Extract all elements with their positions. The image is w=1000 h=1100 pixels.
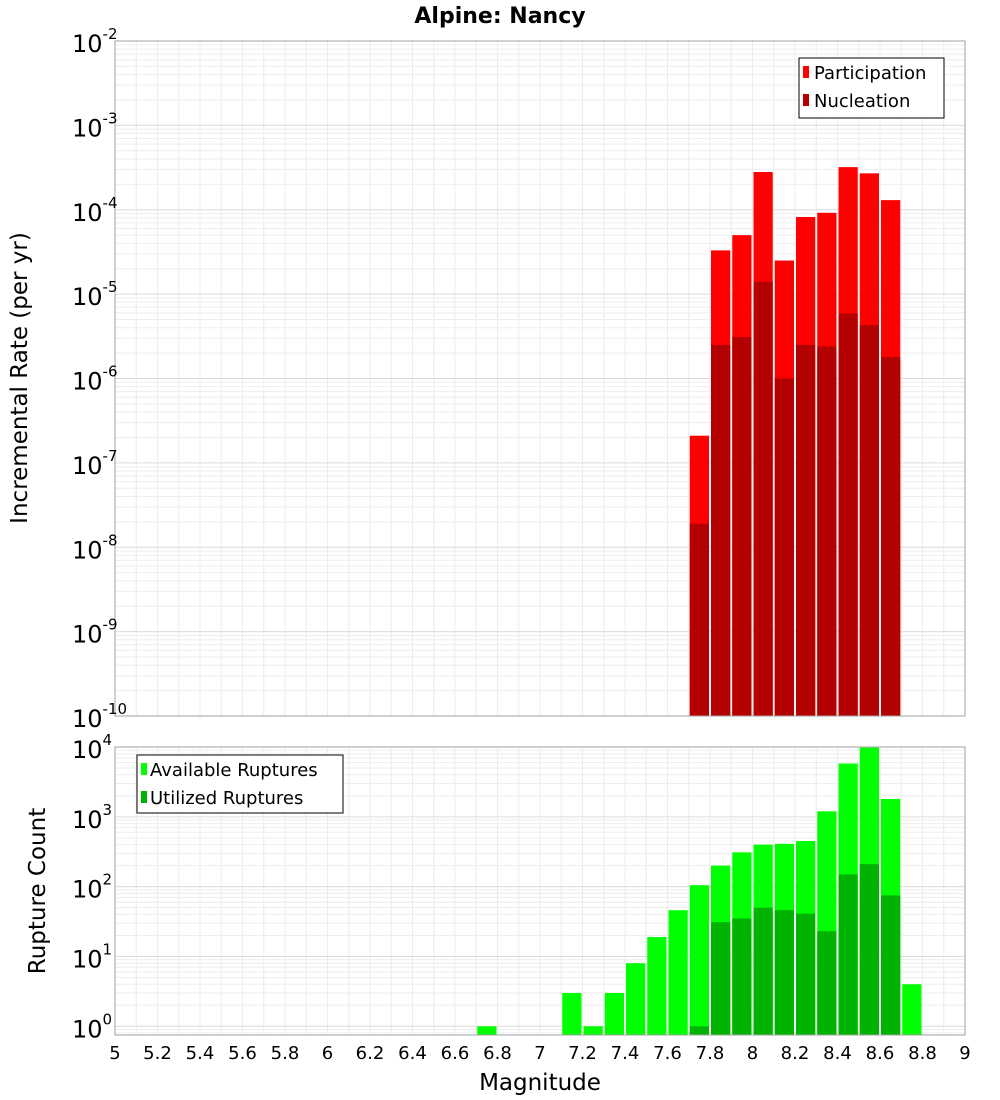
bar-nucleation xyxy=(817,346,837,716)
x-tick-label: 8.6 xyxy=(866,1043,895,1064)
x-tick-label: 5.6 xyxy=(228,1043,257,1064)
y-tick-label: 10-2 xyxy=(72,25,118,58)
bar-available-ruptures xyxy=(604,992,624,1035)
y-tick-label: 10-8 xyxy=(72,531,118,564)
y-tick-label: 10-4 xyxy=(72,194,118,227)
x-tick-label: 6.2 xyxy=(356,1043,385,1064)
top-plot-grid xyxy=(114,41,966,717)
top-legend: Participation Nucleation xyxy=(798,57,945,119)
legend-swatch-participation xyxy=(803,66,809,78)
bar-utilized-ruptures xyxy=(796,913,816,1035)
bar-utilized-ruptures xyxy=(689,1026,709,1035)
top-y-axis-ticks: 10-2 10-3 10-4 10-5 10-6 10-7 10-8 10-9 10-10 xyxy=(72,25,127,733)
bottom-plot-bars xyxy=(477,747,922,1035)
y-tick-label: 10-6 xyxy=(72,363,118,396)
x-tick-label: 5.4 xyxy=(186,1043,215,1064)
x-tick-label: 6.8 xyxy=(483,1043,512,1064)
top-plot-frame xyxy=(114,40,966,717)
bar-nucleation xyxy=(753,281,773,716)
bar-utilized-ruptures xyxy=(753,907,773,1035)
x-tick-label: 6.4 xyxy=(398,1043,427,1064)
x-tick-label: 5.2 xyxy=(143,1043,172,1064)
y-tick-label: 100 xyxy=(72,1010,112,1043)
bar-utilized-ruptures xyxy=(774,910,794,1035)
bar-nucleation xyxy=(711,344,731,716)
x-tick-label: 5.8 xyxy=(271,1043,300,1064)
bottom-legend: Available Ruptures Utilized Ruptures xyxy=(136,754,344,814)
bar-available-ruptures xyxy=(668,910,688,1035)
bar-available-ruptures xyxy=(902,984,922,1035)
x-tick-label: 7.4 xyxy=(611,1043,640,1064)
x-tick-label: 8.8 xyxy=(908,1043,937,1064)
x-tick-label: 8.4 xyxy=(823,1043,852,1064)
x-tick-label: 5 xyxy=(109,1043,120,1064)
x-axis-ticks: 5 5.2 5.4 5.6 5.8 6 6.2 6.4 6.6 6.8 7 7.2 7.4 7.6 7.8 8… xyxy=(109,1043,970,1064)
x-tick-label: 7.2 xyxy=(568,1043,597,1064)
y-tick-label: 104 xyxy=(72,731,112,764)
legend-label-utilized-ruptures: Utilized Ruptures xyxy=(150,788,303,809)
bar-nucleation xyxy=(732,337,752,716)
y-tick-label: 10-3 xyxy=(72,109,118,142)
bar-available-ruptures xyxy=(626,963,646,1035)
x-tick-label: 6.6 xyxy=(441,1043,470,1064)
legend-label-available-ruptures: Available Ruptures xyxy=(150,760,318,781)
legend-label-nucleation: Nucleation xyxy=(814,91,910,112)
bar-available-ruptures xyxy=(477,1026,497,1035)
y-tick-label: 101 xyxy=(72,940,112,973)
bar-nucleation xyxy=(796,344,816,716)
y-tick-label: 10-10 xyxy=(72,700,127,733)
bar-nucleation xyxy=(689,523,709,716)
bar-utilized-ruptures xyxy=(711,922,731,1035)
bar-available-ruptures xyxy=(689,885,709,1035)
top-y-axis-label: Incremental Rate (per yr) xyxy=(7,232,33,524)
x-axis-label: Magnitude xyxy=(479,1070,601,1096)
y-tick-label: 102 xyxy=(72,871,112,904)
x-tick-label: 7 xyxy=(534,1043,545,1064)
x-tick-label: 8.2 xyxy=(781,1043,810,1064)
bottom-plot-frame xyxy=(114,746,966,1036)
bar-nucleation xyxy=(774,378,794,716)
x-tick-label: 6 xyxy=(322,1043,333,1064)
chart-title: Alpine: Nancy xyxy=(414,4,585,29)
bar-utilized-ruptures xyxy=(838,874,858,1035)
x-tick-label: 7.6 xyxy=(653,1043,682,1064)
x-tick-label: 9 xyxy=(959,1043,970,1064)
y-tick-label: 10-9 xyxy=(72,616,118,649)
bar-nucleation xyxy=(859,325,879,716)
bottom-y-axis-ticks: 104 103 102 101 100 xyxy=(72,731,112,1043)
x-tick-label: 7.8 xyxy=(696,1043,725,1064)
top-plot-bars xyxy=(689,167,901,717)
bar-available-ruptures xyxy=(562,992,582,1035)
bottom-legend-box xyxy=(136,754,344,814)
bar-available-ruptures xyxy=(647,936,667,1035)
bar-available-ruptures xyxy=(583,1026,603,1035)
legend-swatch-available-ruptures xyxy=(141,763,147,775)
top-legend-box xyxy=(798,57,945,119)
legend-swatch-utilized-ruptures xyxy=(141,791,147,803)
bar-nucleation xyxy=(881,356,901,716)
y-tick-label: 103 xyxy=(72,801,112,834)
y-tick-label: 10-5 xyxy=(72,278,118,311)
bar-utilized-ruptures xyxy=(859,864,879,1035)
legend-label-participation: Participation xyxy=(814,63,926,84)
y-tick-label: 10-7 xyxy=(72,447,118,480)
bar-utilized-ruptures xyxy=(817,931,837,1035)
bar-utilized-ruptures xyxy=(881,895,901,1035)
legend-swatch-nucleation xyxy=(803,94,809,106)
bar-nucleation xyxy=(838,313,858,716)
x-tick-label: 8 xyxy=(747,1043,758,1064)
bottom-y-axis-label: Rupture Count xyxy=(25,808,51,974)
bar-utilized-ruptures xyxy=(732,918,752,1035)
